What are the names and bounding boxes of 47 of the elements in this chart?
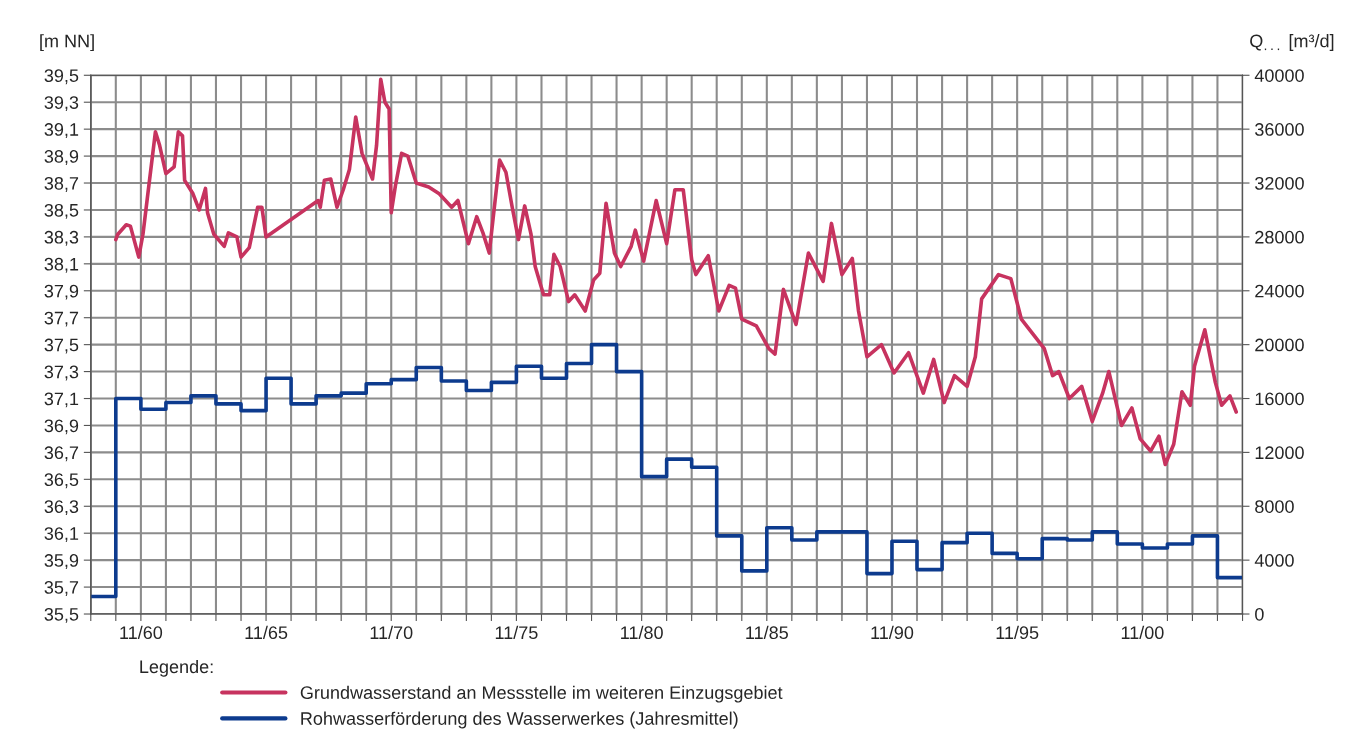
line-series (114, 77, 1239, 467)
x-tick-label: 11/90 (871, 625, 914, 640)
y-tick-label: 37,5 (44, 338, 79, 354)
y2-tick-label: 12000 (1255, 446, 1304, 460)
y2-tick-label: 28000 (1255, 230, 1304, 244)
y2-tick-label: 0 (1255, 607, 1264, 621)
y2-tick-label: 16000 (1255, 392, 1304, 406)
x-tick-label: 11/00 (1121, 625, 1164, 640)
y-tick-label: 38,5 (44, 203, 79, 219)
y2-tick-label: 40000 (1254, 69, 1304, 82)
y-tick-label: 36,7 (44, 446, 79, 462)
y-tick-label: 37,3 (44, 365, 79, 381)
y2-tick-label: 8000 (1255, 500, 1294, 513)
x-tick-label: 11/65 (245, 625, 288, 640)
y-tick-label: 38,9 (44, 150, 79, 165)
y-tick-label: 35,7 (44, 581, 79, 596)
y-tick-label: 36,9 (44, 419, 79, 435)
y-tick-label: 36,1 (44, 527, 79, 543)
y-tick-label: 38,3 (44, 230, 79, 246)
x-tick-label: 11/80 (621, 625, 663, 640)
y-tick-label: 39,5 (44, 69, 79, 85)
y-tick-label: 37,9 (44, 284, 79, 300)
legend-label: Grundwasserstand an Messstelle im weiteren Einzugsgebiet (300, 685, 783, 703)
y2-tick-label: 24000 (1255, 284, 1304, 298)
y2-tick-label: 4000 (1254, 554, 1294, 567)
y2-tick-label: 20000 (1255, 338, 1304, 352)
y-tick-label: 35,9 (44, 554, 79, 569)
y-tick-label: 36,3 (44, 500, 79, 516)
y-tick-label: 37,7 (44, 311, 79, 327)
y2-tick-label: 36000 (1255, 123, 1304, 136)
x-tick-label: 11/95 (996, 625, 1039, 640)
legend-label: Rohwasserförderung des Wasserwerkes (Jahresmittel) (301, 711, 738, 729)
y-tick-label: 38,7 (44, 176, 79, 192)
y-tick-label: 39,1 (44, 123, 79, 138)
y-tick-label: 38,1 (44, 257, 79, 273)
y-tick-label: 39,3 (44, 96, 79, 112)
y2-axis-title: Q$_{...}$ [m³/d] (1250, 34, 1334, 51)
x-tick-label: 11/60 (120, 625, 163, 640)
y-tick-label: 35,5 (44, 607, 79, 623)
x-tick-label: 11/70 (370, 625, 413, 640)
legend-title: Legende: (140, 659, 213, 677)
x-tick-label: 11/75 (495, 625, 538, 640)
x-tick-label: 11/85 (746, 625, 788, 640)
y2-tick-label: 32000 (1255, 176, 1304, 190)
y-tick-label: 37,1 (44, 392, 79, 408)
y-axis-title: [m NN] (40, 34, 94, 52)
y-tick-label: 36,5 (44, 473, 79, 489)
